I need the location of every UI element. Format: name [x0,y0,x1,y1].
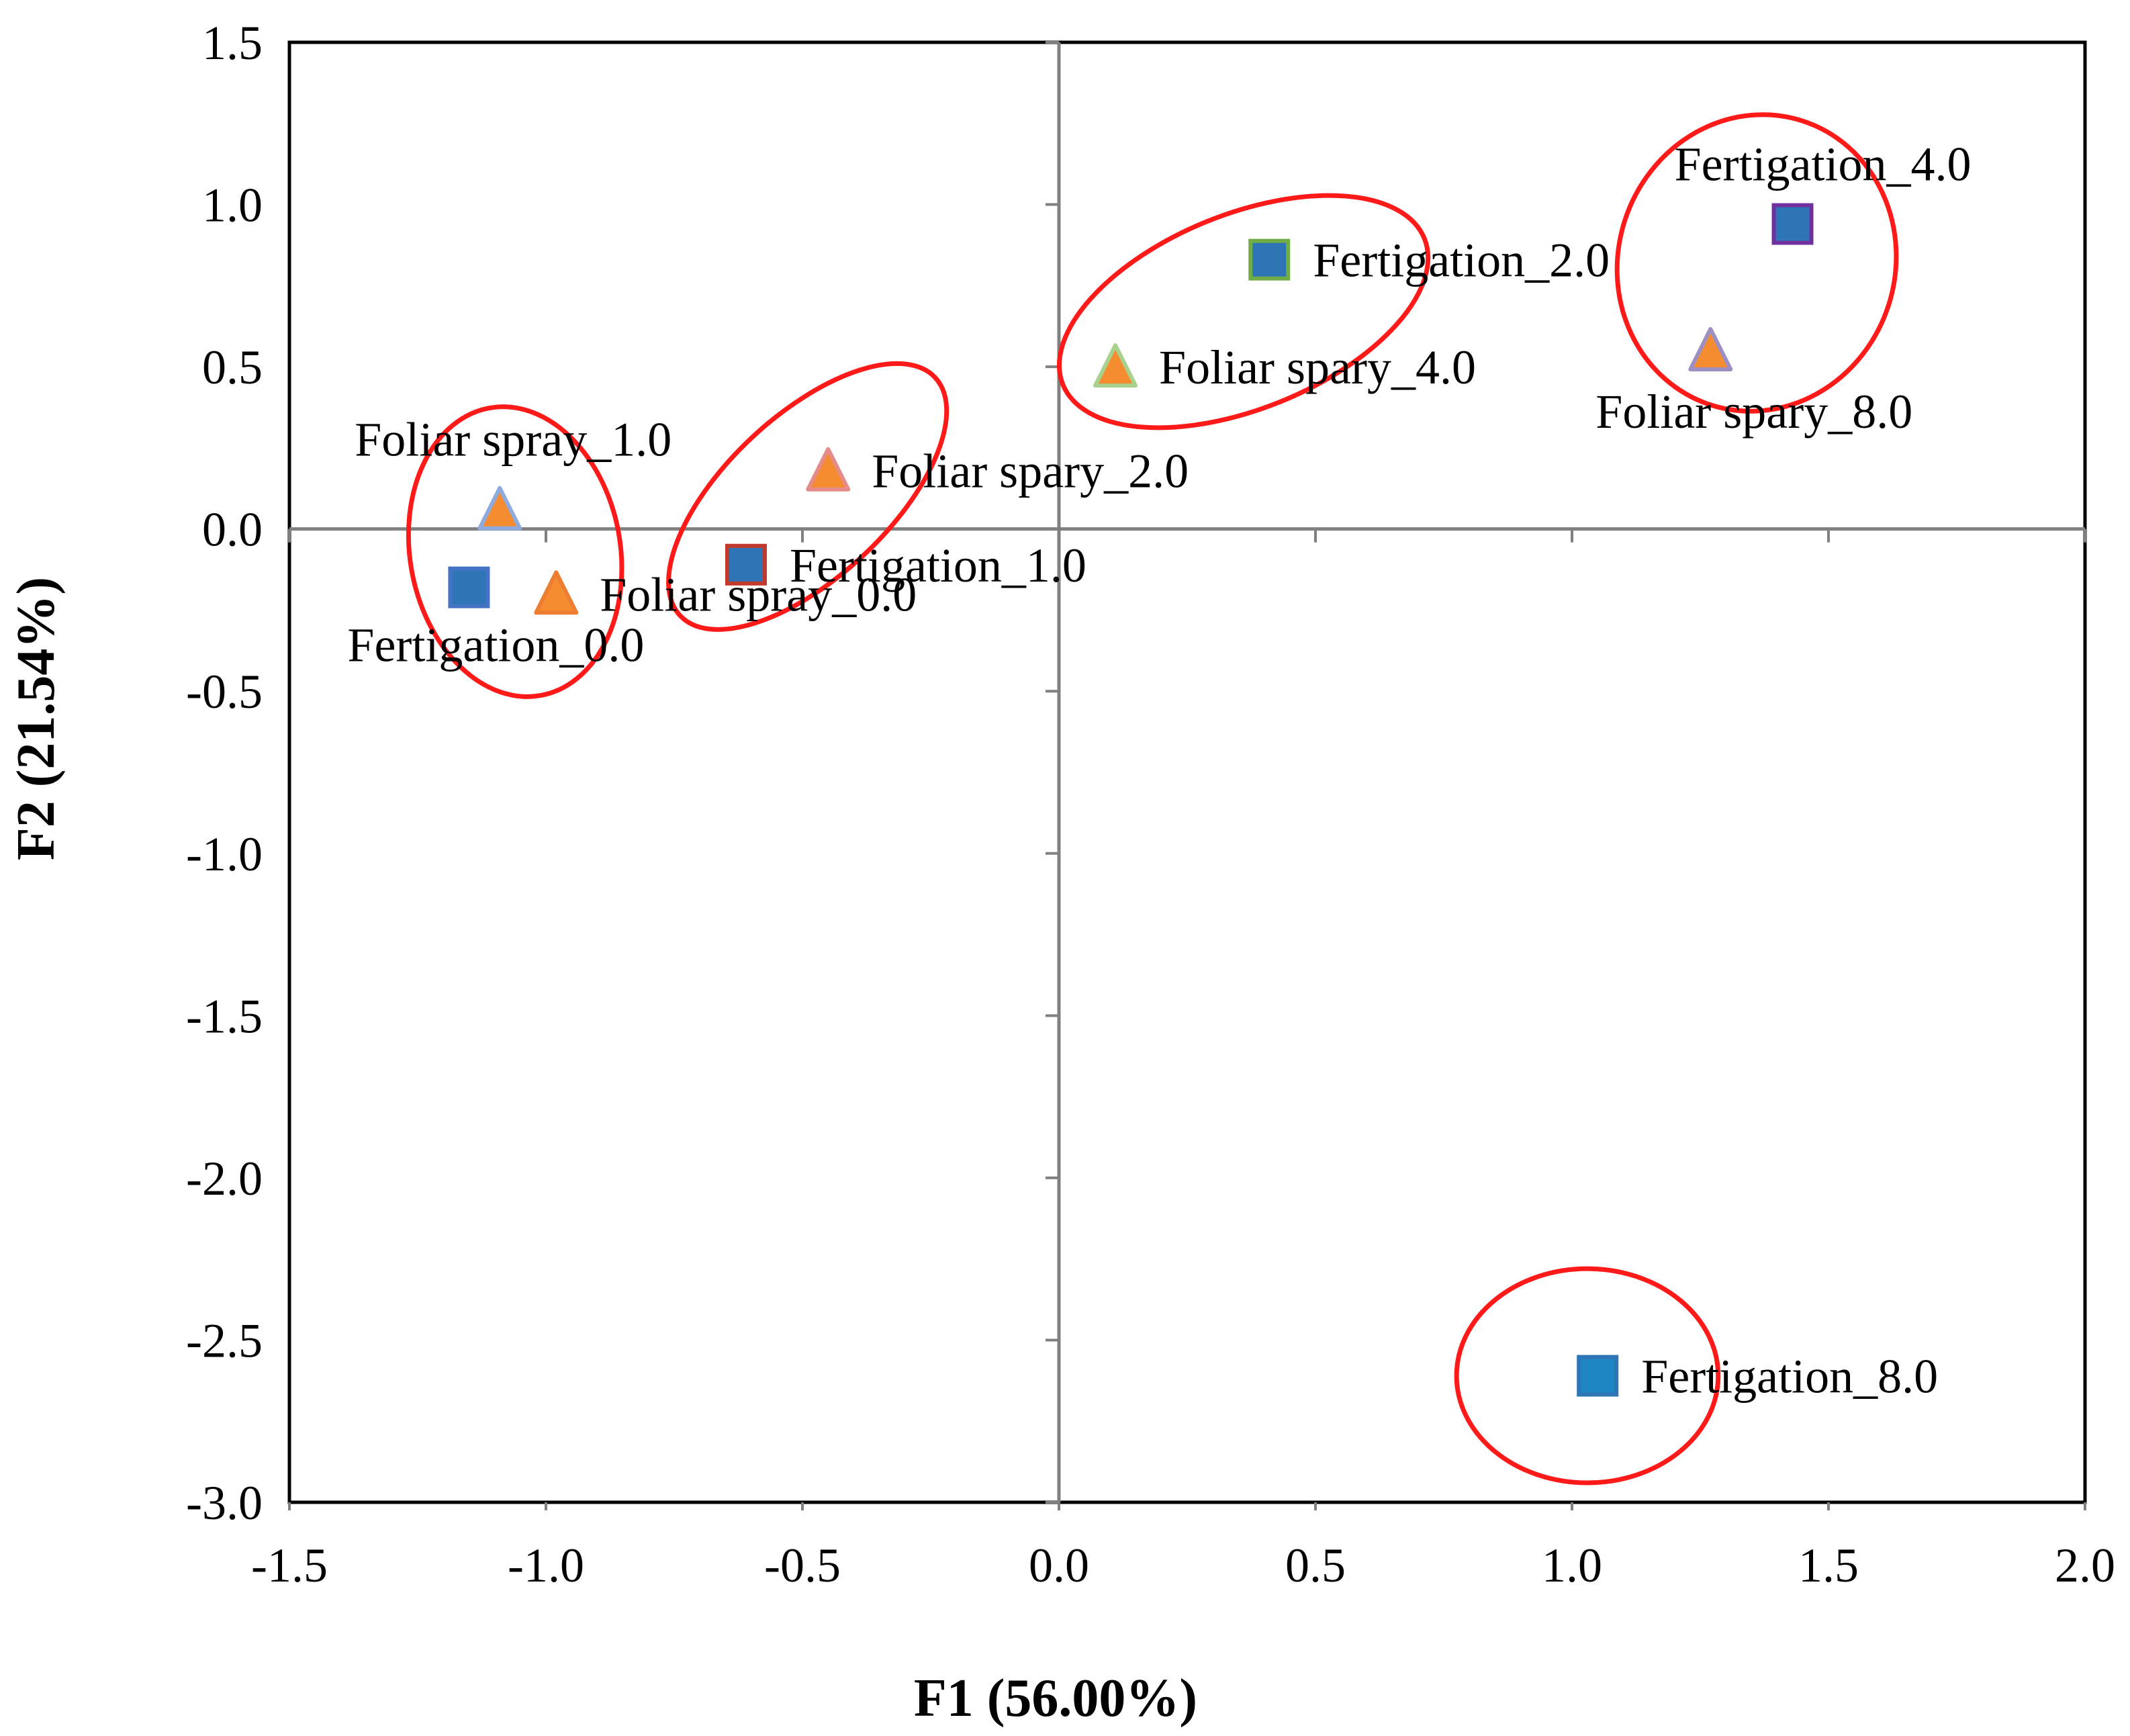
y-tick-label: -1.5 [186,989,263,1043]
point-fertigation-0-0 [448,566,490,608]
y-tick-label: -3.0 [186,1476,263,1530]
x-tick-label: -1.0 [508,1539,584,1592]
label-fertigation-2-0: Fertigation_2.0 [1313,234,1610,287]
cluster-ellipse [406,404,624,699]
y-tick-label: 1.0 [202,179,263,232]
label-fertigation-4-0: Fertigation_4.0 [1675,138,1972,191]
x-axis-title: F1 (56.00%) [914,1669,1197,1728]
x-tick-label: 0.5 [1285,1539,1346,1592]
label-foliar-spary-4-0: Foliar spary_4.0 [1159,340,1476,394]
y-tick-label: -2.0 [186,1152,263,1205]
cluster-ellipse [666,361,950,632]
point-fertigation-2-0 [1248,238,1291,281]
label-foliar-spray-1-0: Foliar spray_1.0 [355,413,672,467]
point-foliar-spary-4-0 [1093,343,1138,388]
x-tick-label: 0.0 [1029,1539,1089,1592]
x-tick-label: -0.5 [764,1539,841,1592]
cluster-ellipse [1614,112,1899,414]
label-fertigation-0-0: Fertigation_0.0 [347,619,644,672]
cluster-ellipses [406,112,1899,1486]
point-fertigation-8-0 [1577,1355,1619,1397]
plot-area-frame [287,40,2087,1504]
label-foliar-spray-0-0: Foliar spray_0.0 [600,567,917,621]
y-tick-label: 1.5 [202,16,263,70]
x-tick-label: 2.0 [2055,1539,2115,1592]
zero-axis-lines [289,42,2085,1502]
point-fertigation-4-0 [1771,203,1814,245]
x-tick-label: 1.5 [1798,1539,1859,1592]
cluster-ellipse [1454,1266,1721,1486]
y-axis-title: F2 (21.54%) [7,577,66,860]
x-axis-ticks: -1.5 -1.0 -0.5 0.0 0.5 1.0 1.5 2.0 [251,529,2115,1592]
label-fertigation-1-0: Fertigation_1.0 [790,539,1086,592]
point-foliar-spary-8-0 [1688,326,1733,371]
y-tick-label: -1.0 [186,827,263,881]
point-foliar-spary-2-0 [806,447,851,492]
point-fertigation-1-0 [725,543,767,586]
cluster-ellipse [1056,193,1431,430]
label-foliar-spary-2-0: Foliar spary_2.0 [872,445,1189,498]
x-tick-label: -1.5 [251,1539,328,1592]
y-tick-label: -0.5 [186,665,263,719]
data-points [448,203,1814,1397]
y-tick-label: -2.5 [186,1314,263,1367]
label-fertigation-8-0: Fertigation_8.0 [1641,1350,1938,1404]
point-foliar-spray-0-0 [534,570,579,615]
y-axis-ticks: -3.0 -2.5 -2.0 -1.5 -1.0 -0.5 0.0 0.5 1.0 1.5 [186,16,1059,1530]
y-tick-label: 0.5 [202,340,263,394]
x-tick-label: 1.0 [1542,1539,1602,1592]
label-foliar-spary-8-0: Foliar spary_8.0 [1595,385,1912,439]
y-tick-label: 0.0 [202,503,263,557]
point-foliar-spray-1-0 [477,486,522,531]
